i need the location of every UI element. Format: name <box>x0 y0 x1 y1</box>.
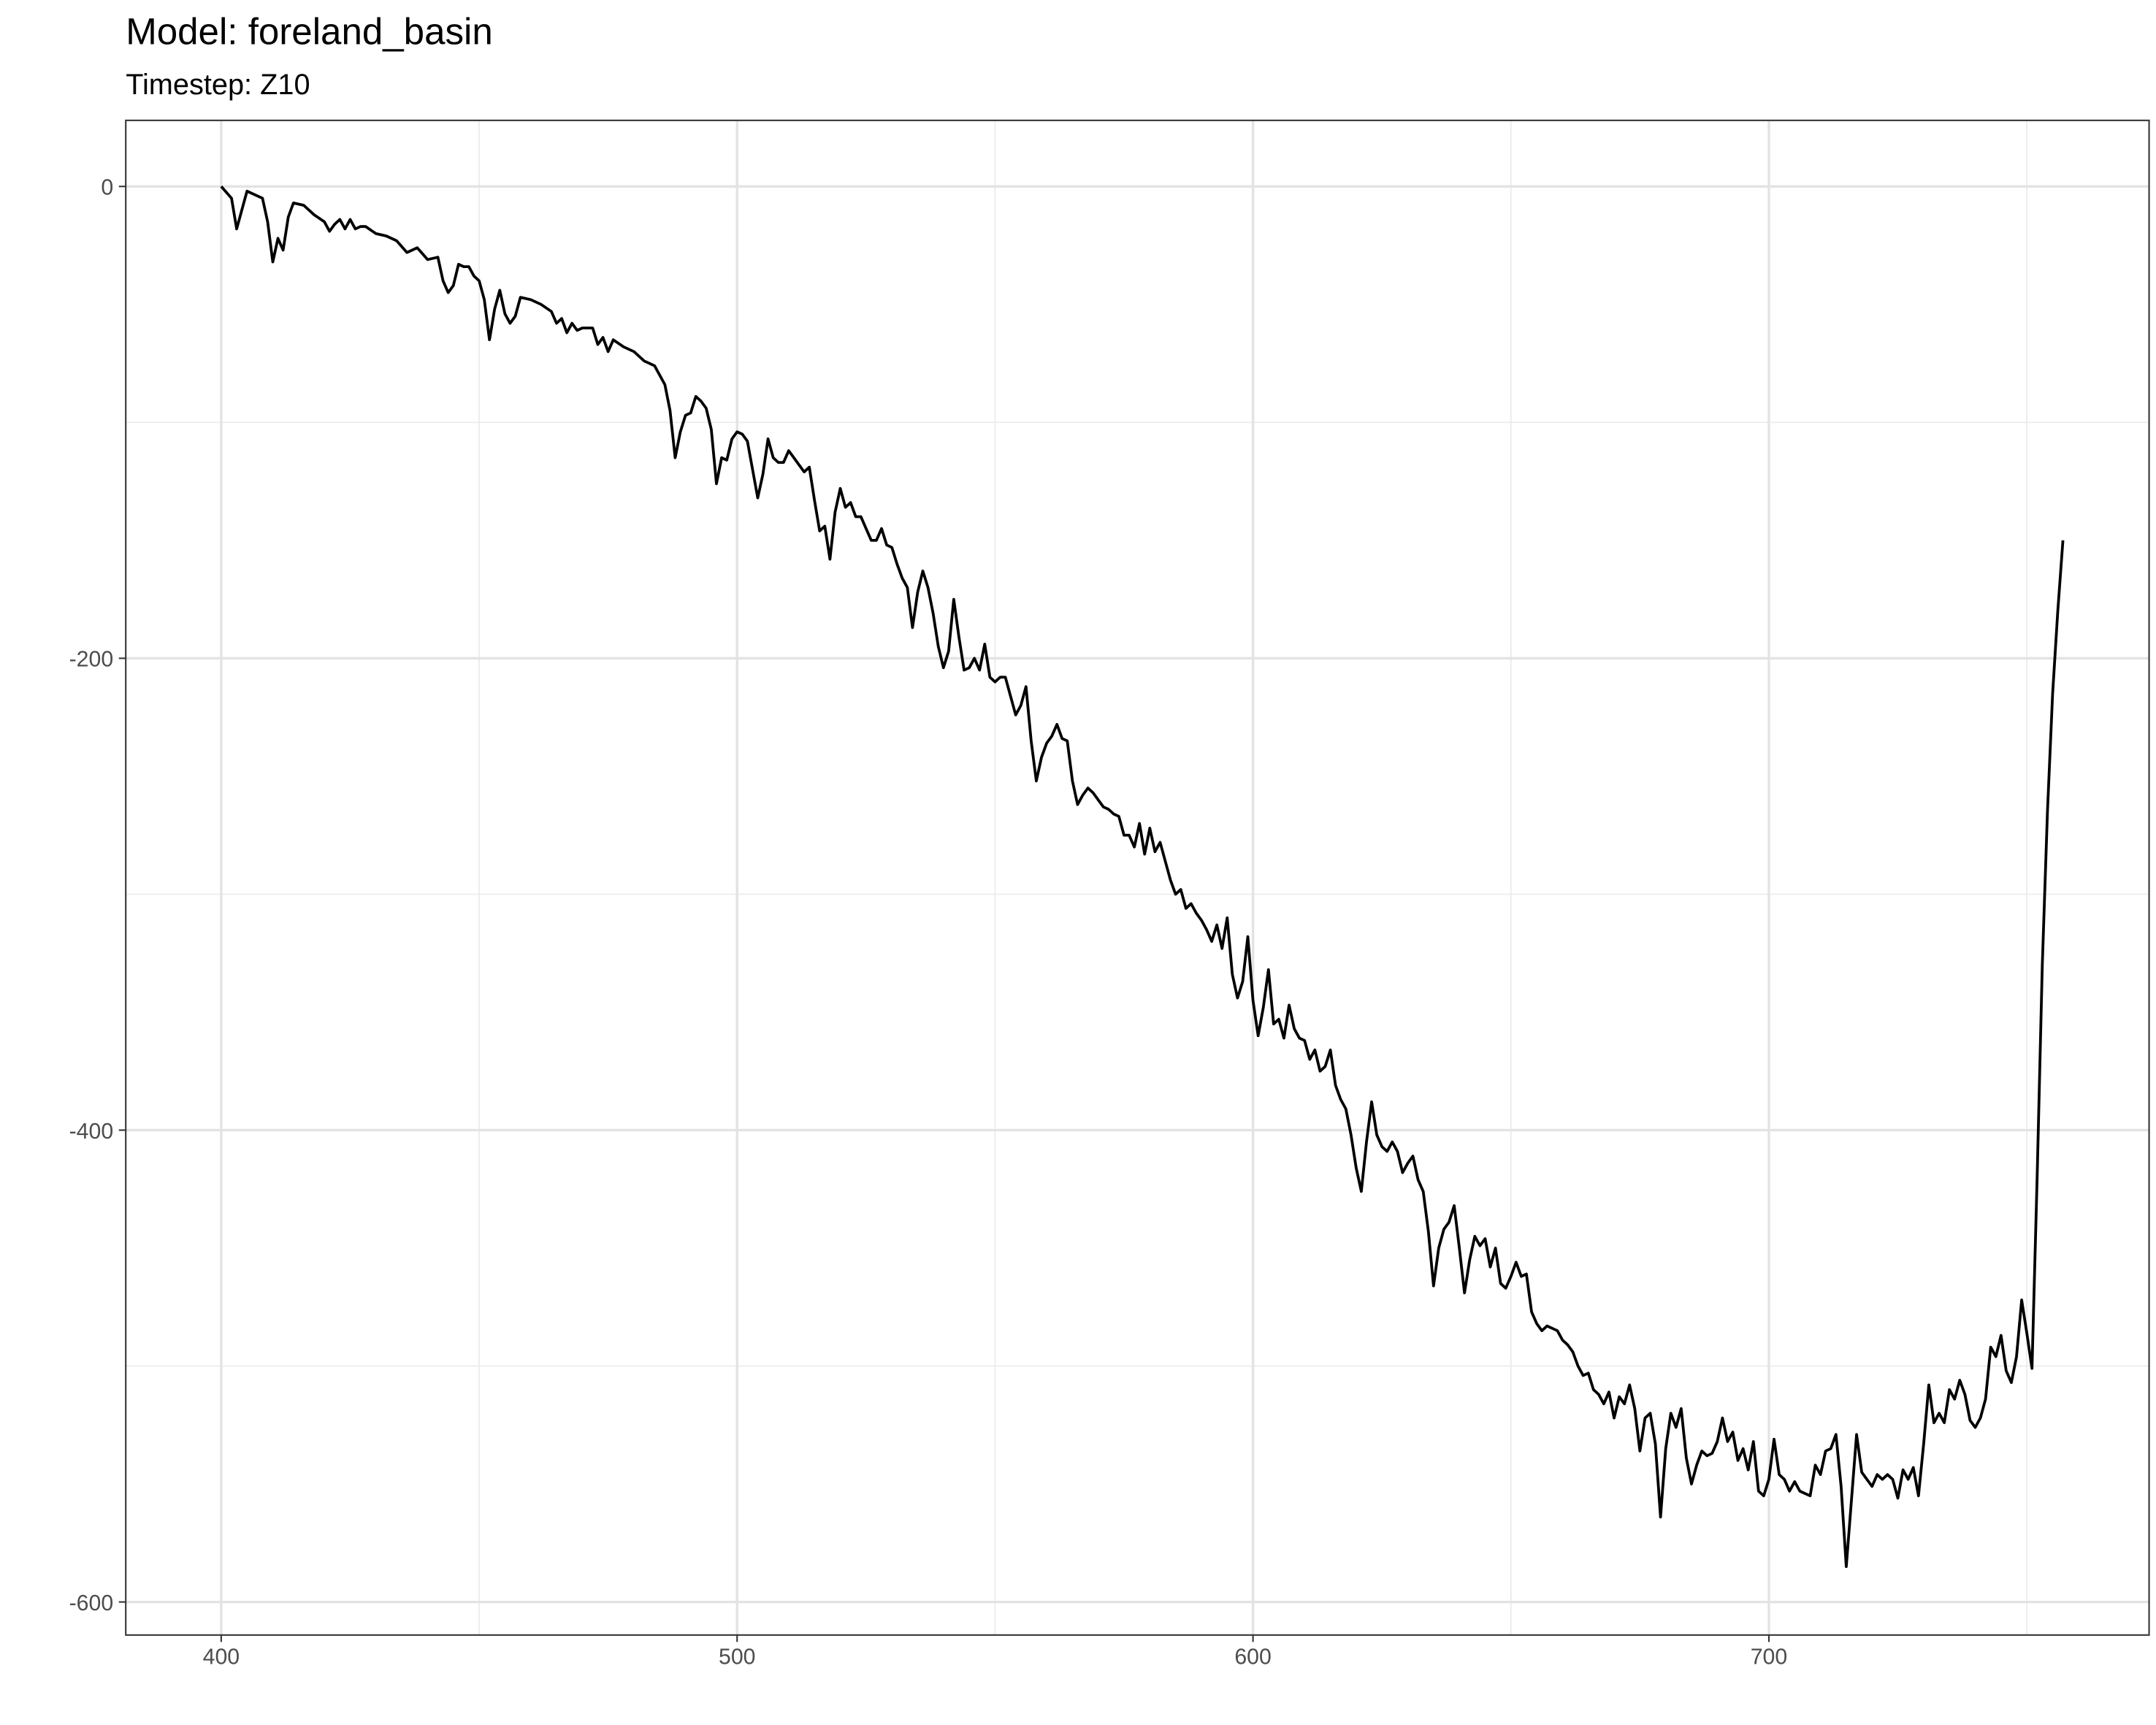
chart-subtitle: Timestep: Z10 <box>126 69 310 101</box>
plot-area <box>220 185 2065 1569</box>
data-line <box>220 185 2065 1569</box>
x-tick-label: 500 <box>719 1645 756 1669</box>
x-tick-label: 700 <box>1751 1645 1788 1669</box>
chart-title: Model: foreland_basin <box>126 11 493 53</box>
y-tick-label: -400 <box>69 1120 114 1144</box>
x-tick-label: 400 <box>203 1645 240 1669</box>
axes: 400 500 600 700 0 -200 -400 -600 <box>69 176 1788 1669</box>
grid <box>126 120 2149 1635</box>
y-tick-label: -600 <box>69 1591 114 1615</box>
y-tick-label: -200 <box>69 648 114 672</box>
panel-border <box>125 119 2150 1636</box>
y-tick-label: 0 <box>101 176 113 200</box>
x-tick-label: 600 <box>1234 1645 1272 1669</box>
